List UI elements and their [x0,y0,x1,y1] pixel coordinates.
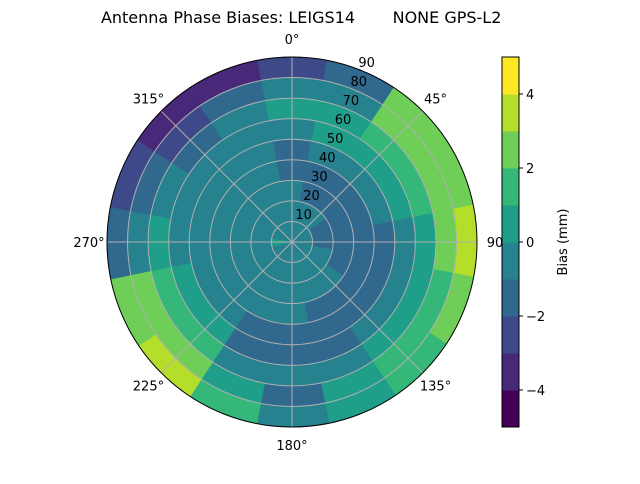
polar-grid [107,57,477,427]
radial-tick-label: 40 [319,151,336,166]
colorbar-segment [502,57,519,95]
colorbar-segment [502,353,519,391]
radial-tick-label: 30 [311,170,328,185]
colorbar-tick-label: 0 [526,236,534,251]
angle-tick-label: 0° [285,33,300,48]
chart-title: Antenna Phase Biases: LEIGS14 [101,8,355,27]
colorbar-tick-label: 4 [526,88,534,103]
colorbar-label: Bias (mm) [556,209,571,276]
colorbar-segment [502,168,519,206]
angle-tick-label: 90 [487,236,504,251]
colorbar-tick-label: −4 [526,384,545,399]
angular-gridline [291,110,424,243]
chart-title-right: NONE GPS-L2 [393,8,502,27]
colorbar-segment [502,316,519,354]
radial-labels: 10 20 30 40 50 60 70 80 90 [295,56,374,223]
colorbar-tick-label: 2 [526,162,534,177]
angular-gridline [160,241,293,374]
colorbar-tick-label: −2 [526,310,545,325]
radial-tick-label: 80 [350,75,367,90]
polar-frame [106,56,478,428]
radial-tick-label: 50 [327,132,344,147]
colorbar: −4 −2 0 2 4 [501,56,545,428]
angle-tick-label: 45° [424,92,447,107]
radial-tick-label: 70 [343,94,360,109]
colorbar-segment [502,131,519,169]
angle-tick-label: 225° [133,380,164,395]
angle-tick-label: 135° [420,380,451,395]
angular-gridline [160,110,293,243]
radial-tick-label: 10 [295,208,312,223]
colorbar-segment [502,242,519,280]
angle-tick-label: 180° [276,439,307,454]
colorbar-segment [502,205,519,243]
angular-gridline [291,241,424,374]
angle-tick-label: 315° [133,92,164,107]
radial-tick-label: 60 [335,113,352,128]
angle-tick-label: 270° [73,236,104,251]
colorbar-segment [502,279,519,317]
angle-labels: 0° 45° 90 135° 180° 225° 270° 315° [73,33,503,454]
colorbar-segment [502,390,519,428]
radial-tick-label: 90 [358,56,375,71]
colorbar-segment [502,94,519,132]
radial-tick-label: 20 [303,189,320,204]
